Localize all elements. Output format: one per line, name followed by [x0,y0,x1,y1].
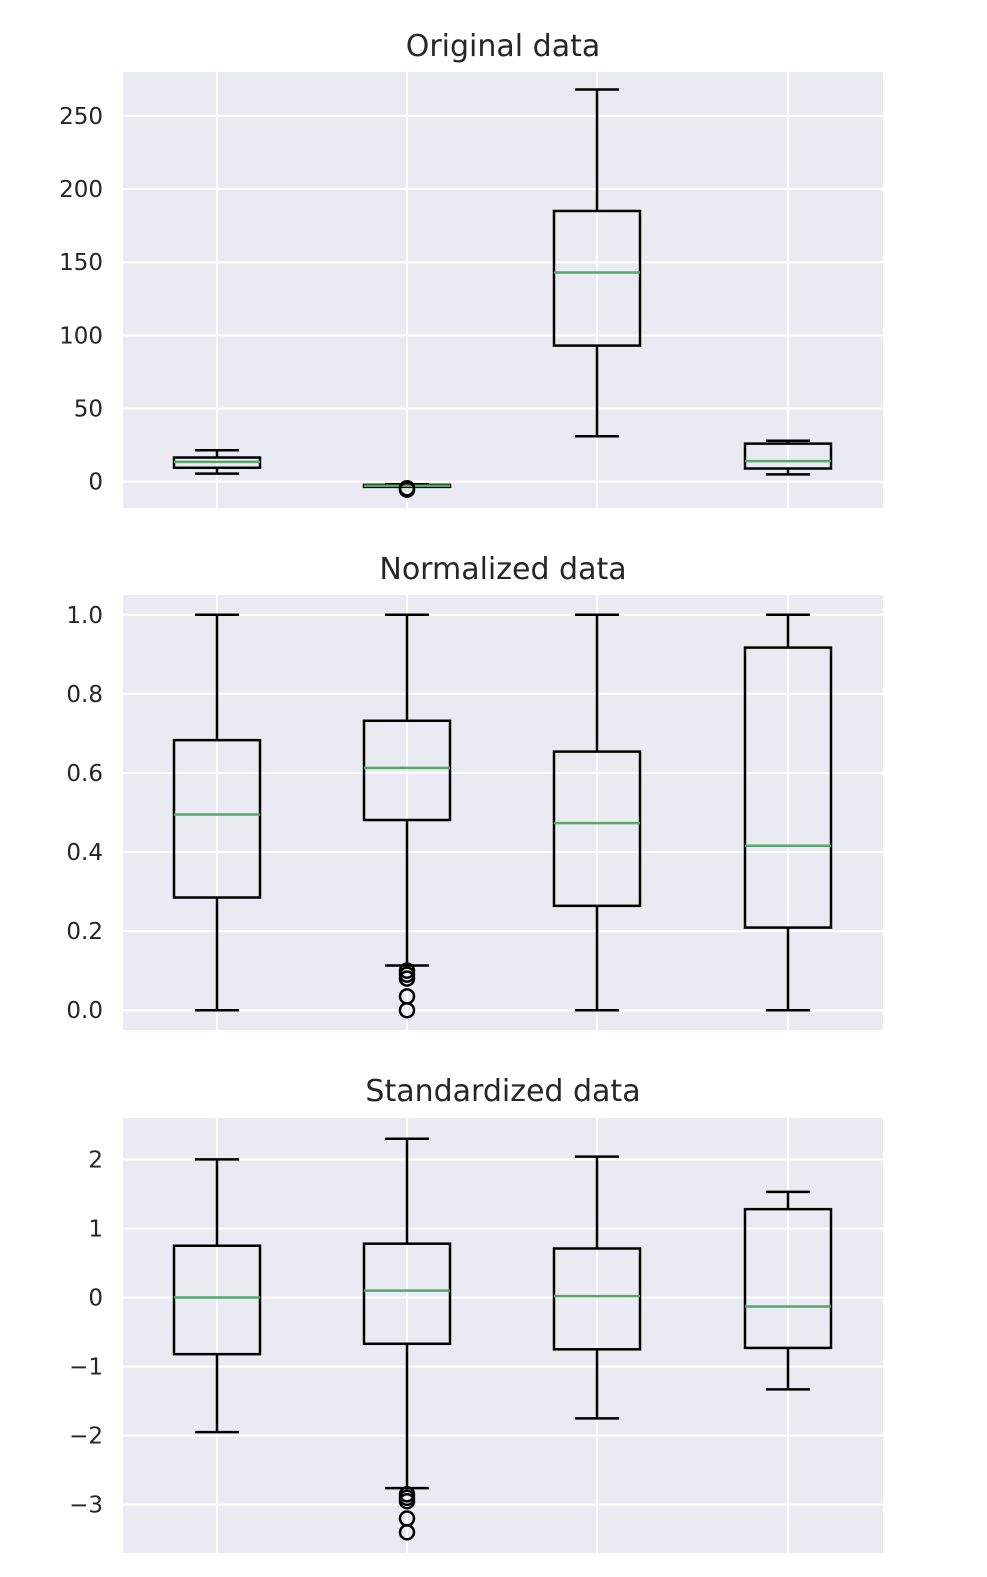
y-tick-label: 1.0 [66,603,103,629]
y-tick-label: 2 [88,1147,103,1173]
box-iqr [743,1207,833,1350]
outlier-point [398,1524,416,1541]
box-iqr [362,719,452,822]
box-plot-4 [743,439,833,476]
chart-title: Normalized data [379,552,626,587]
box-plot-1 [172,448,262,475]
outlier-point [398,1492,416,1510]
y-tick-label: 0.8 [66,682,103,708]
box-plot-3 [552,88,642,438]
y-tick-label: 150 [59,250,103,276]
box-plot-2 [362,479,452,498]
chart-title: Original data [406,29,601,64]
y-tick-label: 0.6 [66,761,103,787]
box-plot-1 [172,1158,262,1434]
box-plot-4 [743,1190,833,1391]
y-tick-label: 250 [59,104,103,130]
y-tick-label: −1 [69,1355,103,1381]
box-plot-3 [552,1155,642,1420]
y-tick-label: 0.4 [66,840,103,866]
box-iqr [743,646,833,929]
outlier-point [398,970,416,987]
box-iqr [172,738,262,899]
box-iqr [552,209,642,347]
box-plot-2 [362,613,452,1019]
outlier-point [398,1001,416,1019]
y-tick-label: 0.2 [66,919,103,945]
y-tick-label: 100 [59,323,103,349]
chart-panel-2: 0.0 0.2 0.4 0.6 0.8 1.0 Normalized data [66,552,883,1030]
plot-area [123,72,883,508]
outlier-point [398,481,416,498]
y-tick-label: 0.0 [66,998,103,1024]
y-tick-label: 50 [74,397,103,423]
box-plot-3 [552,613,642,1012]
y-tick-label: −2 [69,1424,103,1450]
box-iqr [552,1247,642,1351]
plot-area [123,595,883,1030]
box-plot-2 [362,1137,452,1541]
chart-panel-3: −3 −2 −1 0 1 2 Standardized data [69,1074,883,1553]
chart-title: Standardized data [365,1074,640,1109]
box-iqr [552,750,642,908]
box-plot-4 [743,613,833,1012]
y-tick-label: 1 [88,1216,103,1242]
chart-panel-1: 0 50 100 150 200 250 Original data [59,29,883,508]
box-iqr [172,1244,262,1356]
y-tick-label: 0 [88,470,103,496]
box-plot-1 [172,613,262,1012]
y-tick-label: 200 [59,177,103,203]
box-iqr [362,1242,452,1346]
y-tick-label: 0 [88,1286,103,1312]
y-tick-label: −3 [69,1493,103,1519]
box-iqr [743,442,833,470]
plot-area [123,1118,883,1553]
